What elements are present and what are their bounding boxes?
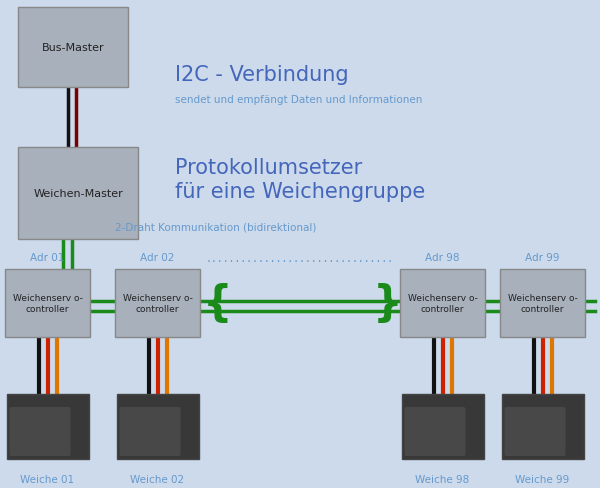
Text: Weichen-Master: Weichen-Master [33,189,123,199]
FancyBboxPatch shape [502,394,583,459]
Text: I2C - Verbindung: I2C - Verbindung [175,65,349,85]
Text: Weiche 01: Weiche 01 [20,474,74,484]
Text: Weichenserv o-
controller: Weichenserv o- controller [508,293,577,313]
FancyBboxPatch shape [400,269,485,337]
Text: Adr 02: Adr 02 [140,252,175,263]
FancyBboxPatch shape [18,8,128,88]
Text: Weichenserv o-
controller: Weichenserv o- controller [13,293,82,313]
FancyBboxPatch shape [10,407,71,456]
FancyBboxPatch shape [115,269,200,337]
Text: Weiche 02: Weiche 02 [130,474,185,484]
Text: Weiche 98: Weiche 98 [415,474,470,484]
FancyBboxPatch shape [119,407,181,456]
Text: {: { [203,283,233,325]
Text: Adr 01: Adr 01 [31,252,65,263]
Text: Bus-Master: Bus-Master [41,43,104,53]
FancyBboxPatch shape [500,269,585,337]
Text: Weichenserv o-
controller: Weichenserv o- controller [407,293,478,313]
Text: für eine Weichengruppe: für eine Weichengruppe [175,182,425,202]
Text: }: } [373,283,403,325]
FancyBboxPatch shape [18,148,138,240]
Text: Protokollumsetzer: Protokollumsetzer [175,158,362,178]
Text: Adr 98: Adr 98 [425,252,460,263]
Text: 2-Draht Kommunikation (bidirektional): 2-Draht Kommunikation (bidirektional) [115,223,316,232]
Text: sendet und empfängt Daten und Informationen: sendet und empfängt Daten und Informatio… [175,95,422,105]
FancyBboxPatch shape [505,407,566,456]
FancyBboxPatch shape [116,394,199,459]
Text: Adr 99: Adr 99 [525,252,560,263]
FancyBboxPatch shape [404,407,466,456]
Text: Weichenserv o-
controller: Weichenserv o- controller [122,293,193,313]
Text: ................................: ................................ [206,253,394,264]
FancyBboxPatch shape [5,269,90,337]
FancyBboxPatch shape [401,394,484,459]
Text: Weiche 99: Weiche 99 [515,474,569,484]
FancyBboxPatch shape [7,394,89,459]
